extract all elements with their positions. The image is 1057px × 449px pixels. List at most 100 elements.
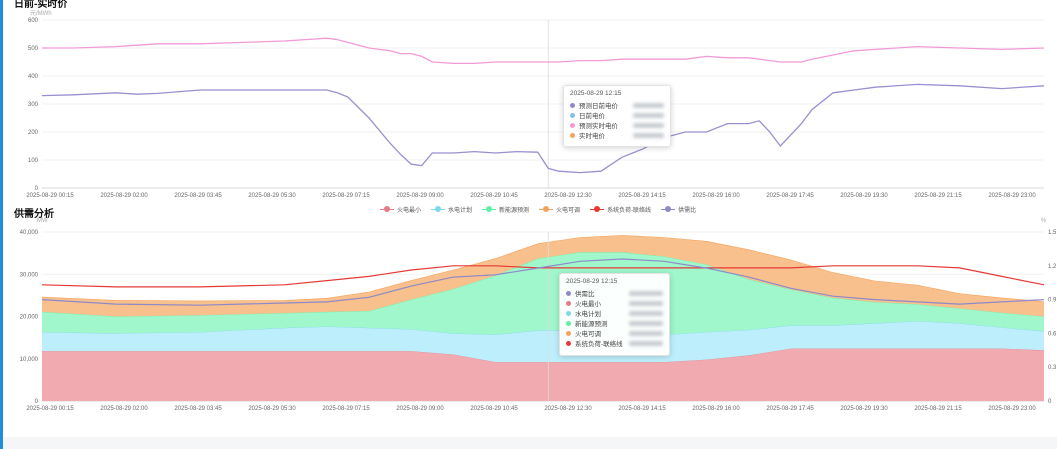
x-tick-label: 2025-08-29 14:15: [618, 406, 666, 412]
legend-dot: [543, 206, 550, 212]
x-tick-label: 2025-08-29 07:15: [322, 193, 370, 199]
legend-item-renewable[interactable]: 新能源预测: [482, 205, 529, 214]
x-tick-label: 2025-08-29 17:45: [766, 406, 814, 412]
x-tick-label: 2025-08-29 19:30: [840, 406, 888, 412]
tooltip-value-redacted: [629, 290, 663, 296]
bottom-chart-legend: 火电最小 水电计划 新能源预测 火电可调 系统负荷-联络线 供需比: [380, 203, 696, 215]
x-tick-label: 2025-08-29 16:00: [692, 193, 740, 199]
legend-item-fire-adj[interactable]: 火电可调: [539, 205, 580, 214]
legend-dot: [594, 206, 601, 212]
legend-item-hydro[interactable]: 水电计划: [431, 205, 472, 214]
y2-tick-label: 0: [1048, 399, 1052, 405]
legend-swatch-icon: [661, 206, 676, 212]
tooltip-value-redacted: [629, 340, 663, 346]
tooltip-value-redacted: [629, 300, 663, 306]
y-tick-label: 20,000: [20, 315, 39, 321]
y-tick-label: 0: [35, 399, 39, 405]
y-tick-label: 40,000: [20, 230, 39, 236]
tooltip-value-redacted: [633, 122, 664, 128]
tooltip-dot: [570, 112, 575, 118]
tooltip-value-redacted: [629, 310, 663, 316]
legend-swatch-icon: [539, 206, 554, 212]
tooltip-row: 新能源预测: [566, 318, 663, 328]
y-tick-label: 30,000: [20, 272, 39, 278]
tooltip-value-redacted: [633, 102, 664, 108]
legend-swatch-icon: [590, 206, 605, 212]
tooltip-label: 火电可调: [575, 331, 601, 338]
y2-tick-label: 0.9: [1048, 298, 1057, 304]
tooltip-row: 水电计划: [566, 308, 663, 318]
legend-item-load[interactable]: 系统负荷-联络线: [590, 205, 651, 214]
legend-dot: [486, 206, 493, 212]
y-tick-label: 100: [28, 158, 39, 164]
y2-tick-label: 1.5: [1048, 230, 1057, 236]
tooltip-row: 火电可调: [566, 328, 663, 338]
y2-tick-label: 1.2: [1048, 264, 1057, 270]
tooltip-label: 实时电价: [579, 133, 605, 140]
tooltip-dot: [570, 122, 575, 128]
legend-label: 供需比: [678, 207, 697, 214]
x-tick-label: 2025-08-29 09:00: [396, 406, 444, 412]
legend-swatch-icon: [482, 206, 497, 212]
legend-label: 火电最小: [397, 207, 422, 214]
tooltip-row: 预测日前电价: [570, 100, 664, 110]
tooltip-row: 火电最小: [566, 298, 663, 308]
x-tick-label: 2025-08-29 21:15: [914, 406, 962, 412]
tooltip-row: 预测实时电价: [570, 120, 664, 130]
y2-tick-label: 0.6: [1048, 331, 1057, 337]
legend-label: 火电可调: [556, 207, 581, 214]
tooltip-dot: [566, 300, 571, 306]
y-tick-label: 400: [28, 74, 39, 80]
x-tick-label: 2025-08-29 03:45: [174, 406, 222, 412]
y-tick-label: 10,000: [20, 357, 39, 363]
legend-swatch-icon: [431, 206, 446, 212]
bottom-chart-title: 供需分析: [14, 209, 54, 220]
series-line-supply-demand-ratio: [41, 258, 1045, 306]
area-renewable: [42, 252, 1044, 335]
bottom-chart-unit-right: %: [1041, 218, 1047, 224]
x-tick-label: 2025-08-29 10:45: [470, 193, 518, 199]
x-tick-label: 2025-08-29 23:00: [988, 193, 1036, 199]
y-tick-label: 300: [28, 102, 39, 108]
tooltip-value-redacted: [629, 330, 663, 336]
tooltip-dot: [566, 320, 571, 326]
bottom-chart-unit-left: MW: [37, 218, 48, 224]
area-fire-min: [42, 348, 1044, 401]
tooltip-dot: [566, 290, 571, 296]
series-line-predicted-realtime: [42, 37, 1045, 65]
y-tick-label: 0: [35, 186, 39, 192]
tooltip-dot: [570, 102, 575, 108]
tooltip-label: 新能源预测: [575, 321, 608, 328]
top-chart-tooltip: 2025-08-29 12:15 预测日前电价 日前电价 预测实时电价 实时电价: [563, 85, 671, 147]
series-line-system-load: [41, 265, 1045, 288]
tooltip-time: 2025-08-29 12:15: [570, 90, 622, 97]
x-tick-label: 2025-08-29 07:15: [322, 406, 370, 412]
legend-dot: [435, 206, 442, 212]
tooltip-row: 实时电价: [570, 130, 664, 140]
top-chart-title: 日前-实时价: [14, 0, 68, 10]
x-tick-label: 2025-08-29 12:30: [544, 406, 592, 412]
x-tick-label: 2025-08-29 05:30: [248, 193, 296, 199]
tooltip-row: 日前电价: [570, 110, 664, 120]
x-tick-label: 2025-08-29 10:45: [470, 406, 518, 412]
tooltip-label: 预测日前电价: [579, 103, 618, 110]
legend-item-fire-min[interactable]: 火电最小: [380, 205, 421, 214]
tooltip-label: 日前电价: [579, 113, 605, 120]
x-tick-label: 2025-08-29 00:15: [26, 406, 74, 412]
legend-swatch-icon: [380, 206, 394, 212]
x-tick-label: 2025-08-29 00:15: [26, 193, 74, 199]
legend-item-ratio[interactable]: 供需比: [661, 205, 696, 214]
legend-label: 新能源预测: [499, 207, 530, 214]
tooltip-row: 供需比: [566, 288, 663, 298]
tooltip-value-redacted: [633, 112, 664, 118]
y-tick-label: 200: [28, 130, 39, 136]
top-chart-unit: 元/MWh: [30, 11, 52, 17]
x-tick-label: 2025-08-29 03:45: [174, 193, 222, 199]
tooltip-label: 供需比: [575, 291, 595, 298]
legend-dot: [384, 206, 390, 212]
area-fire-adj: [42, 235, 1044, 317]
y2-tick-label: 0.3: [1048, 365, 1057, 371]
tooltip-value-redacted: [633, 132, 664, 138]
y-tick-label: 500: [28, 46, 39, 52]
